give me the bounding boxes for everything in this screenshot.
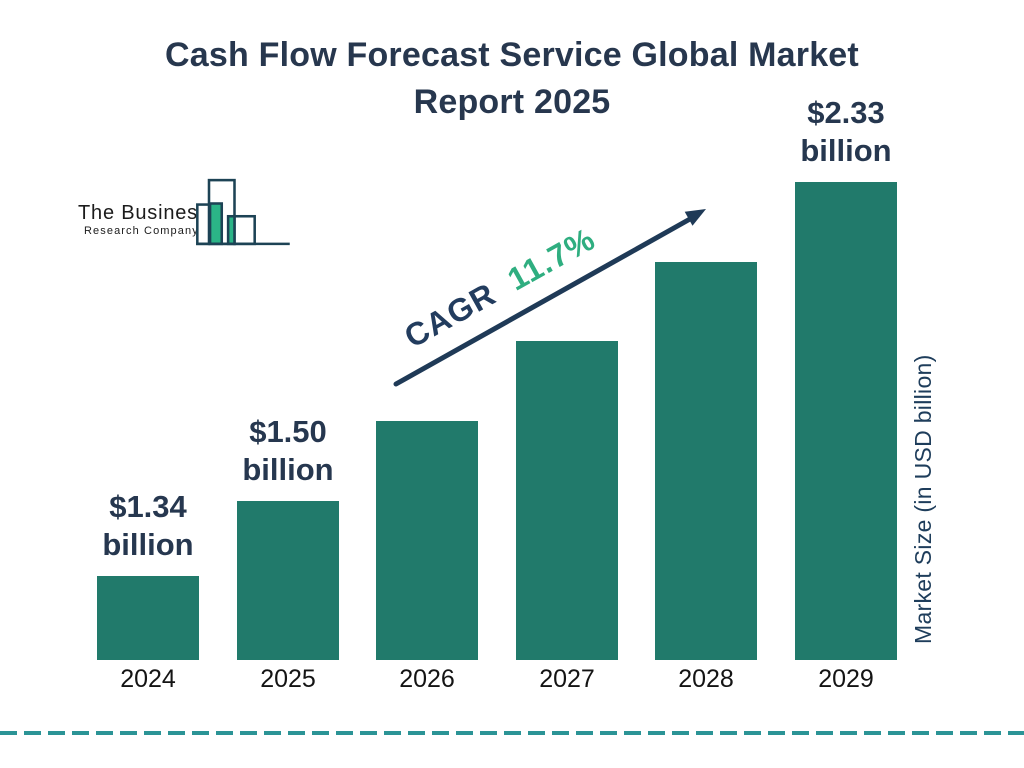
bar-2025 (237, 501, 339, 660)
bar-2028 (655, 262, 757, 660)
y-axis-label: Market Size (in USD billion) (910, 354, 936, 644)
bar-2029 (795, 182, 897, 660)
x-axis-tick-label-2029: 2029 (818, 665, 874, 693)
x-axis-tick-label-2024: 2024 (120, 665, 176, 693)
page-title-line2: Report 2025 (413, 83, 611, 121)
page-title: Cash Flow Forecast Service Global Market… (0, 32, 1024, 126)
x-axis-tick-label-2027: 2027 (539, 665, 595, 693)
bar-chart-logo-icon (196, 178, 290, 246)
bar-value-label-2024: $1.34 billion (102, 489, 194, 562)
bar-2027 (516, 341, 618, 660)
page-title-line1: Cash Flow Forecast Service Global Market (165, 36, 859, 74)
bar-value-label-2025: $1.50 billion (242, 414, 334, 487)
logo-company-subname: Research Company (84, 225, 199, 237)
x-axis-tick-label-2028: 2028 (678, 665, 734, 693)
x-axis-tick-label-2025: 2025 (260, 665, 316, 693)
bar-2026 (376, 421, 478, 660)
company-logo: The Business Research Company (76, 178, 291, 248)
bar-2024 (97, 576, 199, 660)
bottom-dashed-divider (0, 731, 1024, 735)
logo-company-name: The Business (78, 202, 209, 224)
bar-value-label-2029: $2.33 billion (800, 95, 892, 168)
x-axis-tick-label-2026: 2026 (399, 665, 455, 693)
